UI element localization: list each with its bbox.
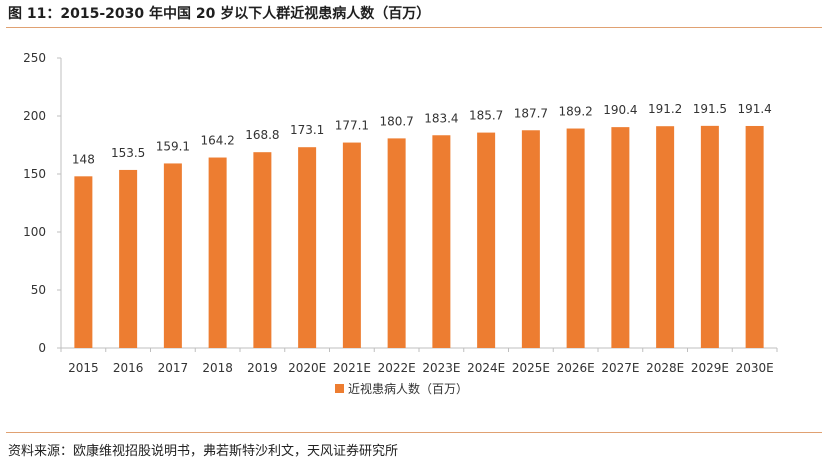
x-tick-label: 2024E bbox=[467, 361, 505, 375]
bar bbox=[74, 176, 93, 348]
data-label: 159.1 bbox=[156, 139, 190, 153]
data-label: 183.4 bbox=[424, 111, 458, 125]
bar bbox=[432, 135, 451, 348]
x-tick-label: 2016 bbox=[113, 361, 144, 375]
x-axis: 2015 2016 2017 2018 2019 2020E 2021E 2022E 2023E… bbox=[60, 347, 778, 375]
x-tick-label: 2030E bbox=[736, 361, 774, 375]
x-tick-label: 2017 bbox=[158, 361, 189, 375]
y-axis: 0 50 100 150 200 250 bbox=[23, 51, 62, 355]
x-tick-label: 2028E bbox=[646, 361, 684, 375]
bar bbox=[521, 130, 540, 348]
y-tick-label: 250 bbox=[23, 51, 46, 65]
data-label: 191.4 bbox=[737, 102, 771, 116]
y-tick-label: 50 bbox=[31, 283, 46, 297]
bar bbox=[163, 163, 182, 348]
data-label: 190.4 bbox=[603, 103, 637, 117]
footer-divider bbox=[6, 432, 822, 433]
data-label: 148 bbox=[72, 152, 95, 166]
bar bbox=[656, 126, 675, 348]
x-tick-label: 2027E bbox=[601, 361, 639, 375]
title-divider bbox=[6, 27, 822, 28]
data-labels: 148 153.5 159.1 164.2 168.8 173.1 177.1 180.7 18… bbox=[72, 102, 772, 166]
bar bbox=[566, 128, 585, 348]
y-tick-label: 150 bbox=[23, 167, 46, 181]
bar bbox=[700, 125, 719, 348]
bar bbox=[119, 169, 138, 348]
x-tick-label: 2023E bbox=[422, 361, 460, 375]
bar bbox=[253, 152, 272, 348]
y-tick-label: 100 bbox=[23, 225, 46, 239]
x-tick-label: 2021E bbox=[333, 361, 371, 375]
y-tick-label: 200 bbox=[23, 109, 46, 123]
x-tick-label: 2026E bbox=[557, 361, 595, 375]
bar-series bbox=[74, 125, 764, 348]
data-label: 177.1 bbox=[335, 119, 369, 133]
x-tick-label: 2022E bbox=[378, 361, 416, 375]
bar bbox=[611, 127, 630, 348]
x-tick-label: 2025E bbox=[512, 361, 550, 375]
data-label: 189.2 bbox=[558, 105, 592, 119]
source-note: 资料来源：欧康维视招股说明书，弗若斯特沙利文，天风证券研究所 bbox=[8, 444, 399, 459]
x-tick-label: 2018 bbox=[202, 361, 233, 375]
legend-swatch bbox=[335, 384, 344, 393]
data-label: 191.2 bbox=[648, 102, 682, 116]
figure-title: 图 11：2015-2030 年中国 20 岁以下人群近视患病人数（百万） bbox=[8, 6, 431, 22]
bar bbox=[208, 157, 227, 348]
data-label: 153.5 bbox=[111, 146, 145, 160]
data-label: 191.5 bbox=[693, 102, 727, 116]
legend: 近视患病人数（百万） bbox=[335, 381, 468, 396]
bar bbox=[745, 125, 764, 348]
data-label: 185.7 bbox=[469, 109, 503, 123]
data-label: 187.7 bbox=[514, 106, 548, 120]
data-label: 164.2 bbox=[200, 134, 234, 148]
bar bbox=[342, 142, 361, 348]
data-label: 173.1 bbox=[290, 123, 324, 137]
legend-label: 近视患病人数（百万） bbox=[348, 381, 468, 396]
bar bbox=[298, 147, 317, 348]
x-tick-label: 2015 bbox=[68, 361, 99, 375]
bar-chart: 0 50 100 150 200 250 2015 2016 2017 2018 2019 2020… bbox=[23, 51, 778, 396]
data-label: 180.7 bbox=[379, 114, 413, 128]
bar bbox=[387, 138, 406, 348]
y-tick-label: 0 bbox=[38, 341, 46, 355]
data-label: 168.8 bbox=[245, 128, 279, 142]
bar bbox=[477, 132, 496, 348]
x-tick-label: 2029E bbox=[691, 361, 729, 375]
x-tick-label: 2019 bbox=[247, 361, 278, 375]
x-tick-label: 2020E bbox=[288, 361, 326, 375]
